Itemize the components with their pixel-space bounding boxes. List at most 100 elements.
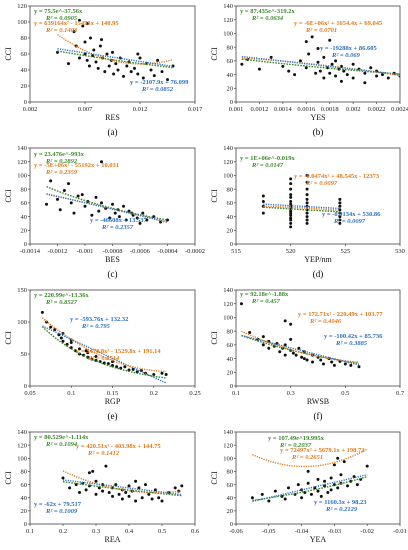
data-point	[135, 216, 139, 220]
data-point	[289, 195, 293, 199]
data-point	[289, 337, 293, 341]
trend-line-exp	[41, 326, 167, 379]
data-point	[305, 215, 309, 219]
panel-g: 0 20 40 60 80 100 120 140 0.1 0.2 0.3 0.4 0.5 0.6 REA C…	[4, 429, 200, 550]
x-tick-label: -0.02	[360, 528, 374, 535]
data-point	[351, 76, 355, 80]
data-point	[127, 494, 131, 498]
data-point	[305, 358, 309, 362]
trend-equation: y = -2107.9x + 76.099	[130, 79, 189, 86]
data-point	[57, 333, 61, 337]
data-point	[129, 70, 133, 74]
data-point	[322, 55, 326, 59]
data-point	[144, 483, 147, 487]
data-point	[122, 204, 125, 208]
x-tick-label: -0.05	[262, 528, 276, 535]
y-tick-label: 20	[227, 85, 234, 92]
x-tick-label: 0.0022	[368, 106, 386, 113]
data-point	[289, 213, 293, 217]
data-point	[61, 476, 65, 480]
x-tick-label: 0.0016	[297, 106, 316, 113]
data-point	[332, 463, 336, 467]
data-point	[316, 477, 320, 481]
data-point	[122, 74, 125, 78]
x-tick-label: -0.0002	[185, 248, 205, 255]
data-point	[102, 361, 106, 365]
panel-label: (b)	[313, 127, 324, 137]
x-tick-label: 0.5	[158, 528, 166, 535]
data-point	[90, 213, 94, 217]
data-point	[355, 483, 359, 487]
data-point	[316, 47, 320, 51]
x-axis-label: YES	[310, 113, 325, 122]
data-point	[338, 208, 342, 212]
trend-r-squared: R² = 0.8514	[87, 355, 120, 362]
y-tick-label: 20	[21, 508, 28, 515]
y-tick-label: 60	[227, 58, 234, 65]
data-point	[321, 362, 325, 366]
data-point	[78, 490, 81, 494]
data-point	[305, 187, 309, 191]
y-tick-label: 20	[227, 227, 234, 234]
trend-r-squared: R² = 0.0147	[251, 162, 284, 169]
data-point	[166, 218, 169, 222]
data-point	[289, 322, 293, 326]
data-point	[281, 64, 285, 68]
data-point	[304, 66, 308, 70]
data-point	[289, 225, 293, 229]
y-tick-label: 0	[24, 383, 27, 390]
x-tick-label: 0.2	[59, 528, 67, 535]
data-point	[316, 489, 320, 493]
trend-equation: y = -19288x + 86.605	[320, 45, 377, 52]
trend-r-squared: R² = 0.1094	[45, 441, 78, 448]
data-point	[81, 24, 85, 28]
data-point	[76, 194, 80, 198]
x-tick-label: -0.06	[229, 528, 243, 535]
data-point	[138, 56, 142, 60]
trend-r-squared: R² = 0.457	[251, 298, 281, 305]
data-point	[69, 346, 73, 350]
data-point	[72, 211, 76, 215]
data-point	[330, 360, 334, 364]
trend-line-lin	[57, 48, 174, 68]
data-point	[108, 216, 112, 220]
data-point	[103, 70, 107, 74]
trend-equation: y = 107.49e^19.995x	[268, 435, 325, 442]
data-point	[58, 208, 62, 212]
data-point	[78, 347, 81, 351]
trend-equation: y = 1160.3x + 98.23	[314, 499, 367, 506]
panel-a: 0 20 40 60 80 100 120 0.002 0.007 0.012 0.017 RES CC…	[4, 3, 203, 137]
trend-r-squared: R² = 0.069	[331, 52, 361, 59]
data-point	[319, 358, 323, 362]
y-tick-label: 60	[227, 342, 234, 349]
data-point	[152, 372, 156, 376]
trend-r-squared: R² = 0.2359	[45, 169, 78, 176]
panel-e: 0 50 100 150 0.05 0.1 0.15 0.2 0.25 RGP CCI (e) y = …	[4, 287, 201, 421]
data-point	[342, 460, 346, 464]
data-point	[287, 69, 291, 73]
data-point	[78, 56, 81, 60]
panel-c: 0 20 40 60 80 100 120 140 -0.0014 -0.0012 -0.001 -0…	[4, 145, 205, 279]
data-point	[97, 209, 101, 213]
data-point	[305, 221, 309, 225]
y-tick-label: 80	[227, 186, 234, 193]
y-tick-label: 60	[21, 200, 28, 207]
data-point	[67, 182, 70, 186]
data-point	[107, 64, 111, 68]
y-tick-label: 40	[21, 214, 28, 221]
data-point	[65, 342, 69, 346]
y-tick-label: 100	[223, 455, 233, 462]
plot-frame	[29, 431, 196, 525]
trend-equation: y = -62x + 79.517	[34, 501, 82, 508]
y-tick-label: 150	[17, 287, 27, 294]
y-axis-label: CCI	[4, 331, 13, 345]
data-point	[85, 58, 89, 62]
data-point	[283, 353, 287, 357]
trend-equation: y = 92.18e^-1.88x	[240, 291, 289, 298]
data-point	[69, 340, 73, 344]
data-point	[334, 74, 338, 78]
data-point	[339, 473, 343, 477]
data-point	[166, 78, 169, 82]
trend-line-exp	[62, 480, 182, 497]
x-axis-label: BES	[105, 255, 120, 264]
